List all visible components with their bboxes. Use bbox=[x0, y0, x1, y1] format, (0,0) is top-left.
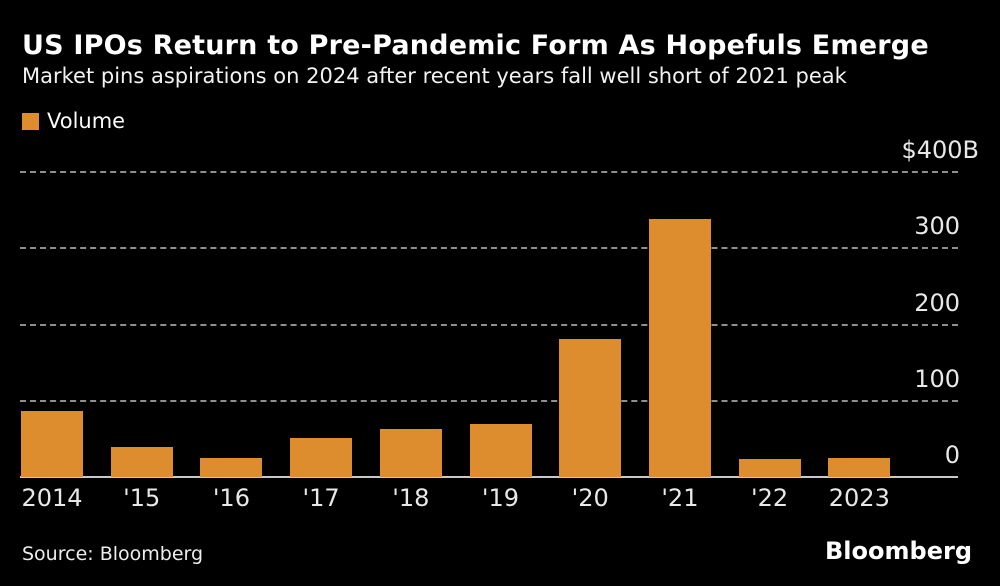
x-tick-label-16: '16 bbox=[212, 484, 250, 512]
x-tick-label-2023: 2023 bbox=[828, 484, 890, 512]
x-tick-label-2014: 2014 bbox=[21, 484, 83, 512]
bloomberg-logo: Bloomberg bbox=[825, 537, 972, 565]
bar-2023 bbox=[828, 457, 891, 477]
gridline-100 bbox=[20, 399, 958, 402]
x-tick-label-17: '17 bbox=[302, 484, 340, 512]
x-tick-label-21: '21 bbox=[661, 484, 699, 512]
bar-2014 bbox=[21, 410, 83, 477]
x-tick-label-20: '20 bbox=[571, 484, 609, 512]
y-tick-label-100: 100 bbox=[914, 364, 960, 393]
bar-22 bbox=[738, 459, 801, 477]
x-axis-line bbox=[20, 476, 958, 478]
bar-20 bbox=[559, 338, 622, 477]
gridline-200 bbox=[20, 323, 958, 326]
x-tick-label-19: '19 bbox=[481, 484, 520, 512]
legend-swatch-icon bbox=[22, 112, 39, 130]
bar-17 bbox=[290, 438, 353, 477]
y-tick-label-0: 0 bbox=[944, 441, 960, 469]
bar-16 bbox=[200, 457, 263, 477]
gridline-300 bbox=[20, 247, 958, 250]
y-tick-label-300: 300 bbox=[914, 212, 960, 241]
bar-18 bbox=[379, 428, 442, 477]
chart-subtitle: Market pins aspirations on 2024 after re… bbox=[22, 64, 847, 88]
bar-19 bbox=[469, 423, 532, 477]
chart-title: US IPOs Return to Pre-Pandemic Form As H… bbox=[22, 30, 929, 61]
x-tick-label-15: '15 bbox=[123, 484, 161, 512]
legend: Volume bbox=[22, 109, 125, 133]
x-tick-label-22: '22 bbox=[751, 484, 789, 512]
legend-label: Volume bbox=[47, 109, 126, 133]
y-tick-label-200: 200 bbox=[914, 288, 960, 317]
bar-21 bbox=[648, 219, 711, 477]
source-note: Source: Bloomberg bbox=[22, 543, 204, 565]
bar-15 bbox=[110, 446, 173, 477]
y-tick-label-400: $400B bbox=[901, 136, 979, 164]
gridline-400 bbox=[20, 171, 958, 173]
x-tick-label-18: '18 bbox=[392, 484, 430, 512]
